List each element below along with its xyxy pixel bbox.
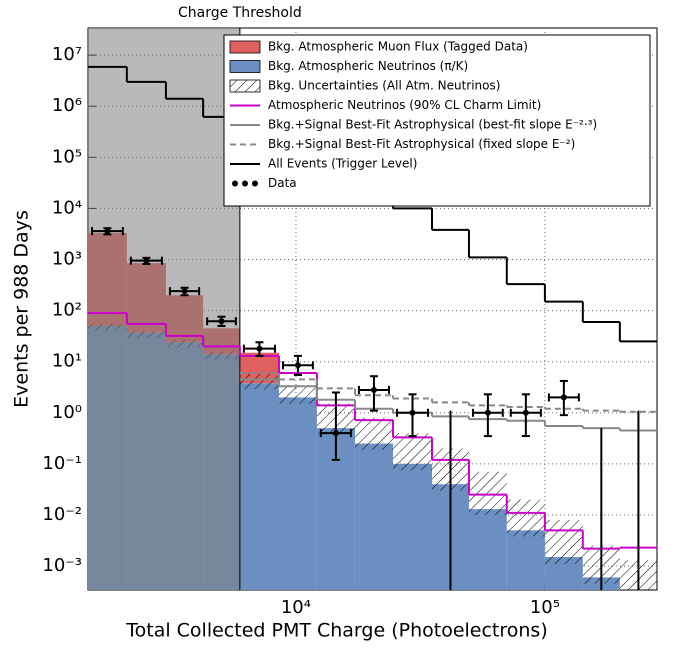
data-point — [370, 386, 377, 393]
legend-label: Bkg.+Signal Best-Fit Astrophysical (best… — [268, 118, 597, 132]
legend-swatch — [229, 60, 261, 73]
data-point — [560, 394, 567, 401]
legend-swatch — [229, 40, 261, 54]
neutrino-bar — [354, 443, 393, 590]
legend-dot — [232, 180, 238, 187]
data-point — [256, 345, 263, 352]
x-axis-label: Total Collected PMT Charge (Photoelectro… — [125, 620, 548, 642]
neutrino-bar — [392, 463, 432, 590]
data-point — [104, 228, 111, 235]
data-point — [522, 409, 529, 416]
uncertainty-band — [468, 471, 507, 515]
y-tick-label: 10² — [52, 300, 82, 321]
neutrino-bar — [506, 530, 545, 590]
x-tick-label: 10⁵ — [530, 597, 560, 618]
neutrino-bar — [278, 397, 317, 590]
legend-dot — [252, 180, 258, 187]
x-tick-label: 10⁴ — [281, 597, 311, 618]
threshold-region — [88, 28, 240, 590]
legend-swatch — [229, 79, 261, 93]
y-tick-label: 10⁷ — [52, 44, 82, 65]
y-tick-label: 10⁵ — [52, 146, 82, 167]
legend-label: Atmospheric Neutrinos (90% CL Charm Limi… — [268, 98, 541, 112]
legend: Bkg. Atmospheric Muon Flux (Tagged Data)… — [223, 34, 651, 207]
data-point — [181, 288, 188, 295]
threshold-label: Charge Threshold — [178, 5, 302, 21]
legend-box — [223, 34, 651, 207]
legend-label: Bkg. Atmospheric Neutrinos (π/K) — [268, 59, 468, 73]
neutrino-bar — [239, 383, 279, 590]
data-point — [294, 362, 301, 369]
data-point — [218, 318, 225, 325]
y-axis-label: Events per 988 Days — [11, 210, 33, 408]
legend-label: Bkg.+Signal Best-Fit Astrophysical (fixe… — [268, 137, 575, 151]
data-point — [409, 409, 416, 416]
uncertainty-band — [506, 499, 545, 537]
legend-label: Data — [268, 176, 297, 190]
y-tick-label: 10⁻³ — [42, 555, 82, 576]
y-tick-label: 10¹ — [52, 351, 82, 372]
uncertainty-band — [278, 384, 317, 404]
data-point — [484, 409, 491, 416]
y-tick-label: 10⁴ — [52, 197, 82, 218]
y-tick-label: 10³ — [52, 249, 82, 270]
y-tick-label: 10⁻¹ — [42, 453, 82, 474]
data-point — [332, 430, 339, 437]
plot-area — [88, 28, 657, 590]
uncertainty-band — [239, 373, 279, 390]
data-point — [143, 257, 150, 264]
uncertainty-band — [354, 417, 393, 450]
legend-label: All Events (Trigger Level) — [268, 157, 417, 171]
y-tick-label: 10⁶ — [52, 95, 82, 116]
legend-label: Bkg. Uncertainties (All Atm. Neutrinos) — [268, 79, 500, 93]
y-tick-label: 10⁻² — [42, 504, 82, 525]
legend-label: Bkg. Atmospheric Muon Flux (Tagged Data) — [268, 40, 528, 54]
legend-dot — [242, 180, 248, 187]
uncertainty-band — [544, 519, 583, 564]
neutrino-bar — [468, 509, 507, 590]
uncertainty-band — [392, 433, 432, 471]
y-tick-label: 10⁰ — [52, 402, 82, 423]
